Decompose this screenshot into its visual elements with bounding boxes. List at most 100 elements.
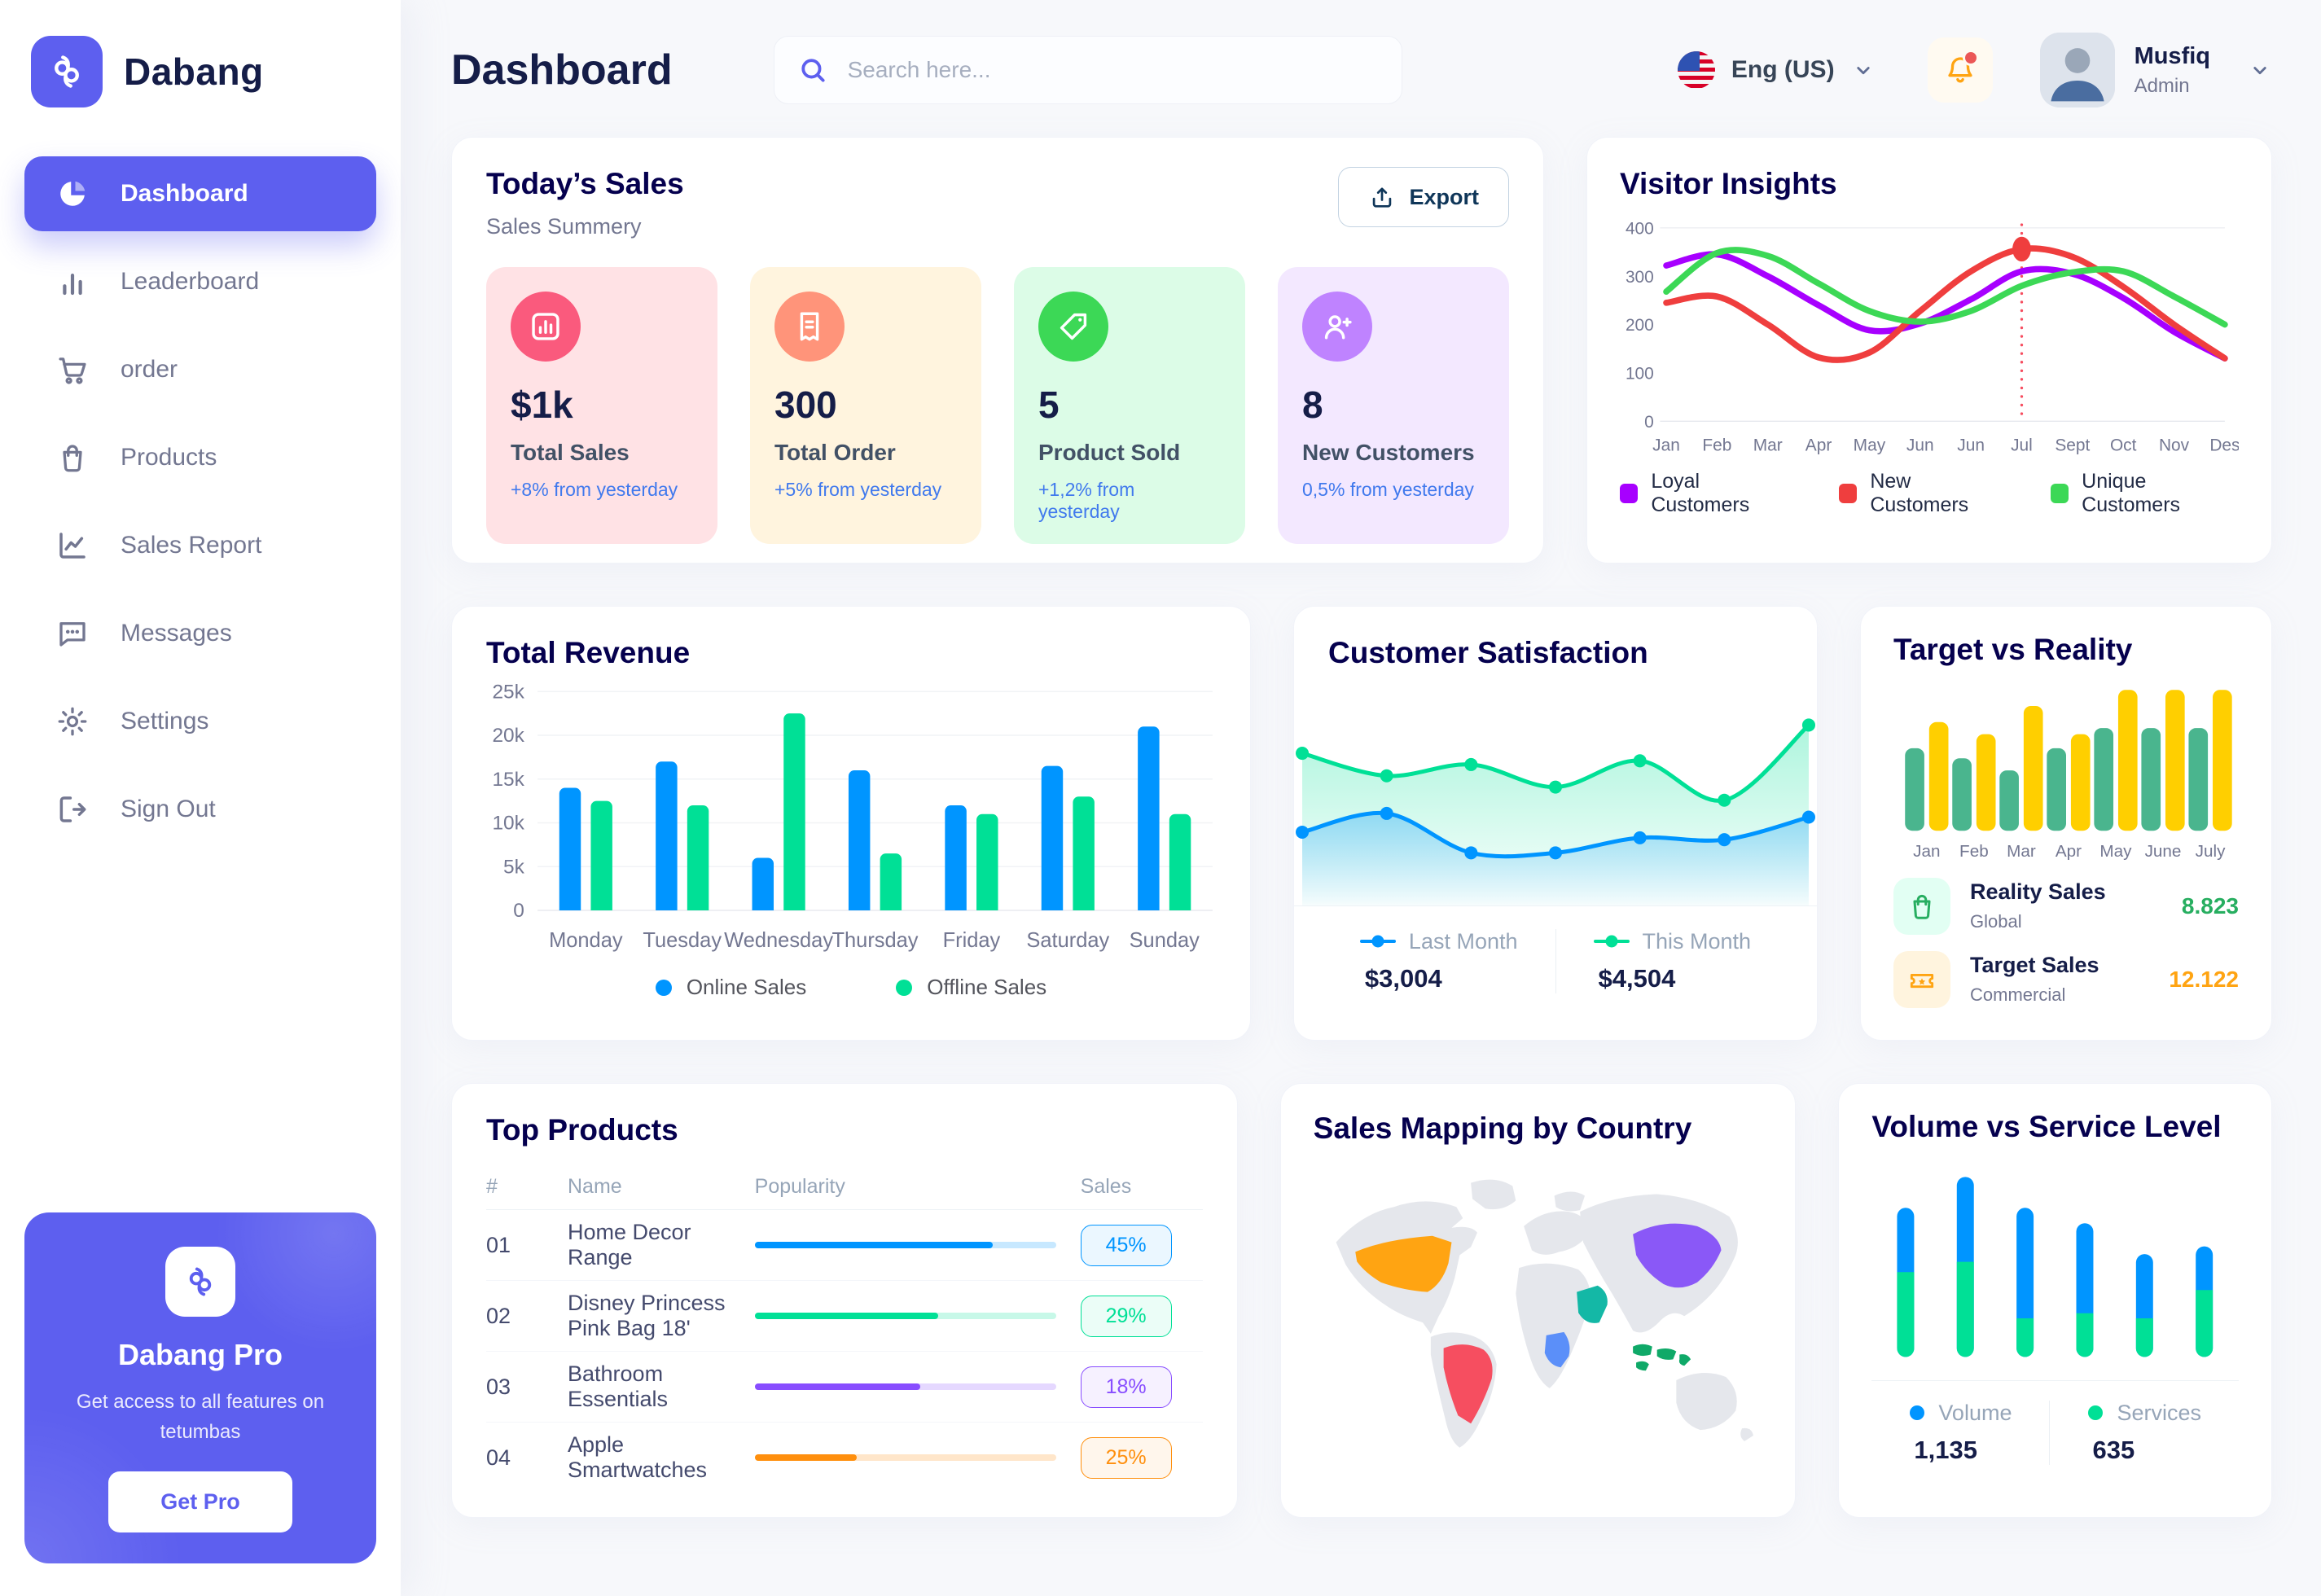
popularity-bar bbox=[754, 1454, 1056, 1461]
customer-satisfaction-legend: Last Month $3,004 This Month $4,504 bbox=[1294, 928, 1817, 993]
search-input[interactable] bbox=[845, 56, 1379, 84]
svg-text:0: 0 bbox=[513, 900, 524, 922]
search-box[interactable] bbox=[773, 36, 1402, 104]
target-vs-reality-legend: Reality Sales Global 8.823 Target Sales Comm… bbox=[1893, 877, 2239, 1008]
map-continent bbox=[1515, 1263, 1590, 1388]
brand[interactable]: Dabang bbox=[24, 36, 376, 107]
user-role: Admin bbox=[2134, 74, 2190, 97]
export-button[interactable]: Export bbox=[1338, 167, 1509, 227]
svg-text:Jun: Jun bbox=[1906, 436, 1934, 454]
stat-label: Product Sold bbox=[1038, 440, 1181, 465]
svg-text:10k: 10k bbox=[492, 813, 524, 835]
sidebar-item-label: Settings bbox=[121, 708, 209, 734]
legend-swatch bbox=[1838, 483, 1858, 503]
world-map bbox=[1336, 1179, 1753, 1448]
legend-entry: Volume bbox=[1909, 1401, 2012, 1426]
svg-text:Feb: Feb bbox=[1702, 436, 1731, 454]
total-revenue-legend: Online Sales Offline Sales bbox=[486, 975, 1216, 1000]
user-meta: Musfiq Admin bbox=[2135, 43, 2210, 98]
svg-text:Thursday: Thursday bbox=[832, 929, 919, 952]
user-menu[interactable]: Musfiq Admin bbox=[2039, 33, 2272, 107]
top-products-title: Top Products bbox=[486, 1113, 678, 1147]
notification-unread-dot bbox=[1962, 50, 1979, 66]
svg-text:Sept: Sept bbox=[2055, 436, 2090, 454]
get-pro-button[interactable]: Get Pro bbox=[108, 1471, 292, 1532]
legend-value: $4,504 bbox=[1598, 963, 1676, 993]
sidebar-item-label: order bbox=[121, 356, 178, 383]
svg-text:Mar: Mar bbox=[1753, 436, 1783, 454]
sidebar-item-label: Products bbox=[121, 444, 217, 471]
stat-value: 5 bbox=[1038, 384, 1060, 426]
legend-dot bbox=[896, 979, 913, 996]
page-title: Dashboard bbox=[451, 46, 673, 94]
svg-text:May: May bbox=[2099, 842, 2132, 861]
legend-group-this-month: This Month $4,504 bbox=[1555, 928, 1789, 993]
avatar bbox=[2039, 33, 2115, 107]
language-selector[interactable]: Eng (US) bbox=[1677, 51, 1876, 89]
sidebar-item-leaderboard[interactable]: Leaderboard bbox=[24, 244, 376, 319]
stat-value: 8 bbox=[1302, 384, 1323, 426]
stat-delta: +8% from yesterday bbox=[511, 479, 678, 500]
target-vs-reality-card: Target vs Reality Jan Feb Mar Apr May June Jul… bbox=[1860, 606, 2272, 1041]
stat-card-total-order: 300 Total Order +5% from yesterday bbox=[750, 267, 981, 544]
today-sales-card: Today’s Sales Sales Summery Export $1k To… bbox=[451, 137, 1544, 563]
bar-chart-icon bbox=[55, 265, 90, 299]
sidebar-item-products[interactable]: Products bbox=[24, 420, 376, 495]
stat-card-product-sold: 5 Product Sold +1,2% from yesterday bbox=[1014, 267, 1245, 544]
stat-delta: +1,2% from yesterday bbox=[1038, 479, 1135, 522]
svg-text:June: June bbox=[2145, 842, 2182, 861]
popularity-bar bbox=[754, 1242, 1056, 1248]
sales-mapping-card: Sales Mapping by Country bbox=[1279, 1083, 1797, 1518]
sidebar-item-order[interactable]: order bbox=[24, 332, 376, 407]
legend-label: Volume bbox=[1938, 1400, 2012, 1425]
popularity-fill bbox=[754, 1313, 939, 1319]
legend-swatch bbox=[1620, 483, 1639, 503]
legend-item-unique-customers: Unique Customers bbox=[2050, 470, 2239, 517]
legend-value: 8.823 bbox=[2181, 892, 2239, 919]
svg-text:400: 400 bbox=[1626, 219, 1654, 238]
svg-text:Oct: Oct bbox=[2110, 436, 2137, 454]
map-country-dr-congo bbox=[1544, 1331, 1570, 1368]
sidebar-item-dashboard[interactable]: Dashboard bbox=[24, 156, 376, 231]
legend-group-services: Services 635 bbox=[2049, 1400, 2239, 1465]
pro-upgrade-card: Dabang Pro Get access to all features on… bbox=[24, 1212, 376, 1563]
sales-chart-icon bbox=[511, 292, 581, 362]
legend-value: 12.122 bbox=[2169, 966, 2239, 992]
popularity-bar bbox=[754, 1383, 1056, 1390]
legend-marker bbox=[1593, 935, 1630, 948]
svg-text:Wednesday: Wednesday bbox=[724, 929, 833, 952]
visitor-insights-chart: 0 100 200 300 400 Jan Feb Mar Apr May Jun Jun Jul Sep… bbox=[1626, 219, 2239, 454]
svg-text:Apr: Apr bbox=[1805, 436, 1832, 454]
pro-card-description: Get access to all features on tetumbas bbox=[76, 1390, 325, 1443]
svg-text:25k: 25k bbox=[492, 681, 524, 703]
legend-item-online-sales: Online Sales bbox=[655, 975, 806, 1000]
svg-text:20k: 20k bbox=[492, 725, 524, 747]
customer-satisfaction-card: Customer Satisfaction Last Month $3,004 Th… bbox=[1293, 606, 1818, 1041]
sidebar-item-sign-out[interactable]: Sign Out bbox=[24, 772, 376, 847]
popularity-fill bbox=[754, 1454, 858, 1461]
map-country-saudi-arabia bbox=[1576, 1285, 1608, 1323]
sidebar-item-sales-report[interactable]: Sales Report bbox=[24, 508, 376, 583]
order-receipt-icon bbox=[774, 292, 845, 362]
legend-group-last-month: Last Month $3,004 bbox=[1323, 929, 1555, 993]
user-name: Musfiq bbox=[2134, 42, 2210, 69]
sidebar-item-messages[interactable]: Messages bbox=[24, 596, 376, 671]
svg-text:Jan: Jan bbox=[1913, 842, 1940, 861]
chevron-down-icon bbox=[2248, 58, 2272, 82]
svg-text:July: July bbox=[2196, 842, 2226, 861]
product-rank: 01 bbox=[486, 1232, 511, 1257]
today-sales-stats: $1k Total Sales +8% from yesterday 300 Total… bbox=[486, 267, 1509, 544]
legend-label: New Customers bbox=[1870, 469, 1969, 516]
today-sales-title: Today’s Sales bbox=[486, 167, 684, 200]
notifications-button[interactable] bbox=[1927, 37, 1993, 103]
sales-badge: 18% bbox=[1080, 1366, 1172, 1408]
stat-label: New Customers bbox=[1302, 440, 1475, 465]
line-chart-icon bbox=[55, 528, 90, 563]
sidebar-item-label: Messages bbox=[121, 620, 232, 647]
sales-mapping-title: Sales Mapping by Country bbox=[1313, 1112, 1692, 1145]
brand-name: Dabang bbox=[124, 50, 264, 93]
sidebar-item-label: Sales Report bbox=[121, 532, 262, 559]
sidebar-item-settings[interactable]: Settings bbox=[24, 684, 376, 759]
volume-vs-service-legend: Volume 1,135 Services 635 bbox=[1871, 1400, 2239, 1465]
